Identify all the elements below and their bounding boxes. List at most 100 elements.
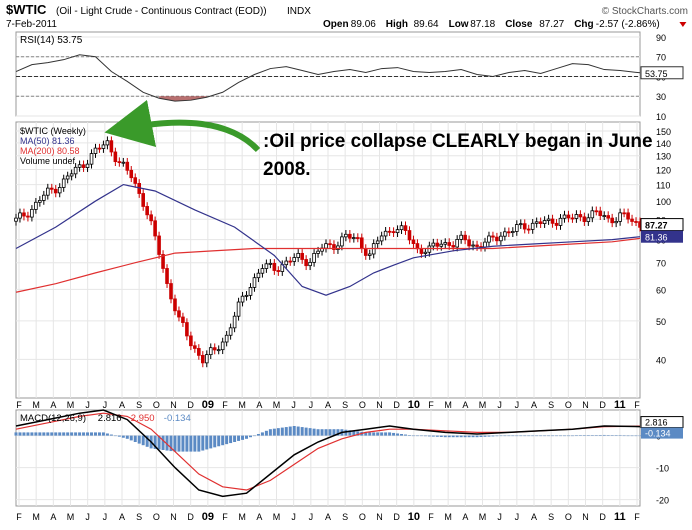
- month-tick-label: F: [16, 512, 22, 522]
- macd-histogram-bar: [54, 432, 58, 436]
- macd-histogram-bar: [213, 435, 217, 448]
- macd-histogram-bar: [50, 432, 54, 436]
- macd-histogram-bar: [551, 435, 555, 437]
- macd-histogram-bar: [90, 432, 94, 436]
- macd-histogram-bar: [165, 435, 169, 451]
- macd-legend-entry: 2.950: [131, 413, 155, 424]
- rsi-tick-label: 90: [656, 33, 666, 43]
- month-tick-label: N: [376, 512, 383, 522]
- price-legend-entry: MA(50) 81.36: [20, 136, 75, 146]
- candle-body: [61, 178, 66, 188]
- candle-body: [336, 245, 340, 250]
- macd-histogram-bar: [245, 435, 249, 439]
- macd-histogram-bar: [241, 435, 245, 440]
- month-tick-label: A: [256, 400, 262, 410]
- candle-body: [77, 164, 82, 168]
- macd-histogram-bar: [129, 435, 133, 441]
- ma50-value-tag: [641, 230, 683, 243]
- macd-histogram-bar: [74, 432, 78, 436]
- macd-histogram-bar: [121, 435, 125, 438]
- candle-body: [395, 229, 400, 234]
- macd-histogram-bar: [193, 435, 197, 452]
- candle-body: [57, 187, 62, 194]
- candle-body: [276, 270, 281, 272]
- candle-body: [475, 244, 479, 247]
- candle-body: [169, 283, 173, 300]
- macd-histogram-bar: [515, 435, 519, 437]
- candle-body: [81, 164, 86, 168]
- candle-body: [435, 242, 440, 247]
- macd-histogram-bar: [574, 435, 578, 437]
- candle-body: [173, 298, 177, 312]
- month-tick-label: J: [103, 512, 108, 522]
- candle-body: [38, 200, 42, 203]
- candle-body: [463, 234, 467, 241]
- ohlc-row: Open 89.06 High 89.64 Low 87.18 Close 87.27 Chg -…: [323, 19, 687, 30]
- rsi-value-tag: [640, 66, 684, 80]
- macd-histogram-bar: [137, 435, 141, 444]
- candle-body: [201, 354, 205, 364]
- candle-body: [546, 218, 551, 221]
- macd-histogram-bar: [320, 429, 324, 436]
- macd-histogram-bar: [638, 435, 642, 437]
- macd-histogram-bar: [324, 429, 328, 436]
- rsi-panel-frame: [15, 31, 641, 117]
- candle-body: [499, 235, 503, 242]
- candle-body: [141, 193, 145, 207]
- macd-histogram-bar: [423, 435, 427, 437]
- candle-body: [578, 214, 583, 218]
- candle-body: [622, 212, 626, 215]
- month-tick-label: 09: [202, 511, 214, 523]
- macd-histogram-bar: [503, 435, 507, 437]
- candle-body: [268, 262, 273, 265]
- macd-histogram-bar: [590, 435, 594, 436]
- candle-body: [113, 151, 118, 163]
- candle-body: [240, 295, 245, 303]
- macd-histogram-bar: [189, 435, 193, 452]
- macd-histogram-bar: [109, 434, 113, 436]
- rsi-line: [15, 54, 641, 102]
- macd-histogram-bar: [312, 428, 316, 436]
- month-tick-label: M: [67, 512, 75, 522]
- macd-histogram-bar: [372, 432, 376, 436]
- month-tick-label: M: [238, 512, 246, 522]
- ohlc-value: -2.57 (-2.86%): [596, 19, 660, 30]
- month-tick-label: F: [222, 400, 228, 410]
- rsi-tick-label: 70: [656, 53, 666, 63]
- candle-body: [133, 177, 138, 184]
- macd-tick-label: -10: [656, 464, 669, 474]
- macd-histogram-bar: [268, 429, 272, 436]
- month-tick-label: J: [291, 512, 296, 522]
- month-tick-label: O: [359, 512, 366, 522]
- macd-histogram-bar: [22, 432, 26, 436]
- macd-histogram-bar: [308, 428, 312, 436]
- candle-body: [288, 260, 293, 263]
- macd-histogram-bar: [288, 426, 292, 436]
- macd-histogram-bar: [26, 432, 30, 436]
- macd-histogram-bar: [141, 435, 145, 446]
- candle-body: [590, 210, 595, 219]
- macd-histogram-bar: [586, 435, 590, 436]
- macd-histogram-bar: [62, 432, 66, 436]
- month-tick-label: S: [342, 512, 348, 522]
- macd-histogram-bar: [145, 435, 149, 447]
- price-tick-label: 100: [656, 197, 671, 207]
- candle-body: [423, 251, 428, 254]
- macd-histogram-bar: [622, 435, 626, 437]
- macd-histogram-bar: [594, 435, 598, 436]
- candle-body: [554, 222, 559, 226]
- histogram-value-tag: [641, 427, 683, 439]
- candle-body: [443, 242, 448, 245]
- candle-body: [145, 206, 149, 216]
- macd-histogram-bar: [519, 435, 523, 437]
- candle-body: [403, 225, 408, 231]
- macd-histogram-bar: [566, 435, 570, 437]
- month-tick-label: F: [634, 512, 640, 522]
- price-tick-label: 70: [656, 259, 666, 269]
- candle-body: [284, 260, 289, 266]
- candle-body: [177, 310, 181, 318]
- macd-histogram-bar: [30, 432, 34, 436]
- candle-body: [570, 217, 575, 220]
- chart-symbol: $WTIC: [6, 2, 47, 17]
- month-tick-label: A: [531, 512, 537, 522]
